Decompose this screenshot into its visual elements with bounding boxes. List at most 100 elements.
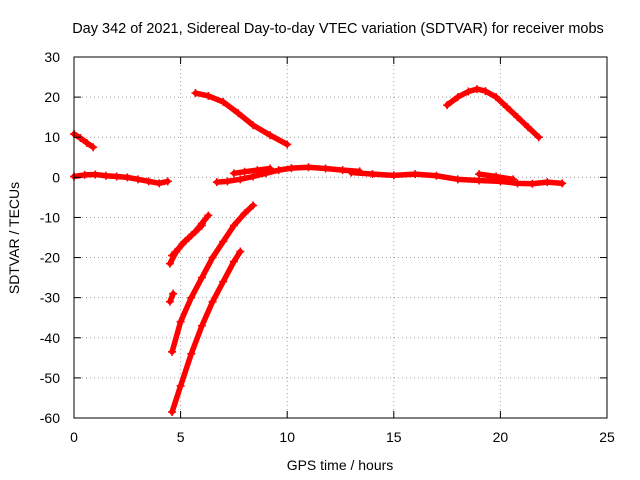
series-pass-zero-early xyxy=(70,170,172,188)
data-point xyxy=(204,211,213,220)
data-point xyxy=(347,168,356,177)
data-point xyxy=(513,113,522,122)
series-pass-peak-evening xyxy=(443,85,543,142)
data-point xyxy=(219,97,228,106)
series-trace xyxy=(192,90,290,148)
data-point xyxy=(543,178,552,187)
data-point xyxy=(266,131,275,140)
data-point xyxy=(208,297,217,306)
y-tick-label: 10 xyxy=(44,129,60,145)
x-tick-label: 0 xyxy=(70,429,78,445)
series-trace xyxy=(444,86,542,140)
series-trace xyxy=(169,248,244,415)
data-point xyxy=(197,273,206,282)
series-trace xyxy=(71,131,96,150)
y-tick-label: 0 xyxy=(52,169,60,185)
series-pass-short xyxy=(165,289,178,306)
data-point xyxy=(475,170,484,179)
data-point xyxy=(219,277,228,286)
data-point xyxy=(481,87,490,96)
data-point xyxy=(123,173,132,182)
data-point xyxy=(89,143,98,152)
data-point xyxy=(249,121,258,130)
series-pass-peak-morning xyxy=(191,89,292,149)
data-point xyxy=(165,259,174,268)
plot-frame xyxy=(73,56,608,419)
data-point xyxy=(176,317,185,326)
data-point xyxy=(283,140,292,149)
data-point xyxy=(80,170,89,179)
grid-lines xyxy=(74,57,607,418)
y-axis-title: SDTVAR / TECUs xyxy=(6,182,22,294)
data-point xyxy=(76,134,85,143)
x-tick-label: 5 xyxy=(177,429,185,445)
x-tick-label: 25 xyxy=(599,429,615,445)
data-point xyxy=(168,251,177,260)
y-tick-label: -50 xyxy=(40,370,60,386)
data-point xyxy=(274,166,283,175)
data-point xyxy=(112,172,121,181)
data-point xyxy=(236,247,245,256)
y-tick-label: -10 xyxy=(40,209,60,225)
data-point xyxy=(197,221,206,230)
series-pass-zero-mid-upper xyxy=(229,164,275,178)
data-point xyxy=(368,170,377,179)
data-point xyxy=(253,166,262,175)
data-point xyxy=(169,289,178,298)
data-point xyxy=(174,244,183,253)
data-point xyxy=(163,177,172,186)
data-point xyxy=(187,231,196,240)
data-point xyxy=(197,321,206,330)
series-pass-long-b xyxy=(168,247,245,416)
data-points xyxy=(70,85,567,416)
data-point xyxy=(165,297,174,306)
series-trace xyxy=(231,165,273,177)
data-point xyxy=(187,349,196,358)
data-point xyxy=(91,170,100,179)
series-pass-early-falling xyxy=(70,130,98,152)
data-point xyxy=(155,179,164,188)
axis-ticks xyxy=(73,56,608,419)
data-point xyxy=(144,177,153,186)
data-point xyxy=(509,175,518,184)
data-point xyxy=(432,171,441,180)
data-point xyxy=(176,381,185,390)
data-point xyxy=(528,179,537,188)
data-point xyxy=(191,89,200,98)
data-point xyxy=(534,133,543,142)
series-pass-steep-b xyxy=(168,221,206,260)
data-point xyxy=(223,177,232,186)
data-point xyxy=(453,93,462,102)
data-point xyxy=(411,170,420,179)
data-point xyxy=(180,237,189,246)
series-pass-zero-late xyxy=(347,168,567,188)
series-pass-long-a xyxy=(168,201,258,356)
data-point xyxy=(558,179,567,188)
x-tick-label: 20 xyxy=(493,429,509,445)
data-point xyxy=(513,179,522,188)
tick-labels: 0 5 10 15 20 25 -60 -50 -40 -30 -20 -10 0 10 20 30 xyxy=(40,49,615,445)
data-point xyxy=(453,175,462,184)
x-tick-label: 15 xyxy=(386,429,402,445)
data-point xyxy=(101,171,110,180)
data-point xyxy=(321,164,330,173)
data-point xyxy=(133,175,142,184)
series-trace xyxy=(169,202,256,355)
data-point xyxy=(249,201,258,210)
data-point xyxy=(240,167,249,176)
data-point xyxy=(204,91,213,100)
x-tick-label: 10 xyxy=(279,429,295,445)
data-point xyxy=(219,237,228,246)
series-trace xyxy=(71,171,171,187)
data-point xyxy=(464,87,473,96)
data-point xyxy=(524,123,533,132)
data-point xyxy=(287,164,296,173)
data-point xyxy=(168,407,177,416)
data-point xyxy=(502,103,511,112)
y-tick-label: -30 xyxy=(40,290,60,306)
data-point xyxy=(82,138,91,147)
data-point xyxy=(168,347,177,356)
y-tick-label: -20 xyxy=(40,250,60,266)
data-point xyxy=(229,169,238,178)
